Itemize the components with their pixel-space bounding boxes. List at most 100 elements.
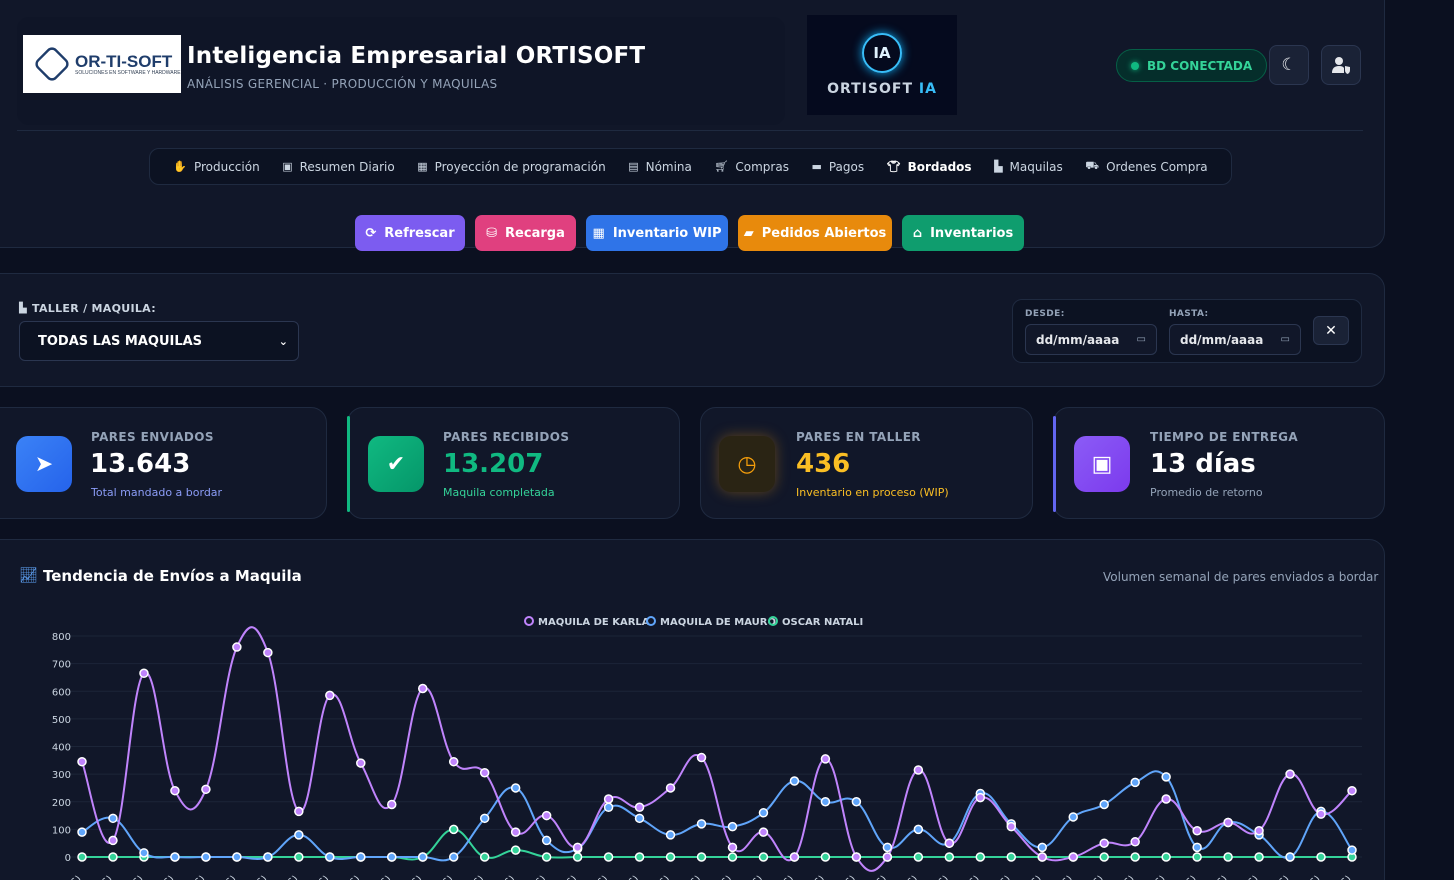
kpi-subtext: Maquila completada xyxy=(443,486,555,499)
data-point xyxy=(294,852,304,862)
data-point xyxy=(727,821,738,832)
data-point xyxy=(1316,809,1326,819)
kpi-value: 13.207 xyxy=(443,449,544,479)
inventories-button-label: Inventarios xyxy=(930,225,1014,241)
data-point xyxy=(1285,769,1295,779)
ia-logo-wordmark: ORTISOFT IA xyxy=(827,81,937,97)
hasta-date-input[interactable]: dd/mm/aaaa ▭ xyxy=(1169,324,1301,355)
moon-icon: ☾ xyxy=(1281,55,1297,75)
open-orders-button[interactable]: ▰ Pedidos Abiertos xyxy=(738,215,892,251)
nav-item-bordados[interactable]: 👕︎ Bordados xyxy=(887,160,972,174)
y-tick-label: 800 xyxy=(52,632,71,643)
calendar-icon: ▭ xyxy=(1280,334,1290,345)
legend-label: MAQUILA DE KARLA xyxy=(538,617,650,628)
data-point xyxy=(975,852,986,862)
db-status-badge: BD CONECTADA xyxy=(1116,49,1268,82)
header-divider xyxy=(17,130,1363,131)
x-tick-label: 26) xyxy=(1024,874,1044,880)
data-point xyxy=(1037,852,1047,862)
truck-loading-icon: ⛟ xyxy=(1085,159,1100,172)
data-point xyxy=(882,842,893,853)
data-point xyxy=(1192,826,1202,836)
user-settings-button[interactable] xyxy=(1321,45,1361,85)
data-point xyxy=(1130,852,1140,862)
desde-date-input[interactable]: dd/mm/aaaa ▭ xyxy=(1025,324,1157,355)
refresh-button[interactable]: ⟳ Refrescar xyxy=(355,215,465,251)
wip-inventory-button[interactable]: ▦ Inventario WIP xyxy=(586,215,728,251)
x-tick-label: 26) xyxy=(684,874,704,880)
data-point xyxy=(975,792,986,803)
inventories-button[interactable]: ⌂ Inventarios xyxy=(902,215,1024,251)
data-point xyxy=(108,835,118,846)
clock-icon: ◷ xyxy=(719,436,775,492)
data-point xyxy=(232,852,242,862)
kpi-pares-en-taller: ◷ PARES EN TALLER 436 Inventario en proc… xyxy=(700,407,1033,519)
nav-item-nómina[interactable]: ▤ Nómina xyxy=(628,160,692,174)
data-point xyxy=(541,810,552,821)
app-subtitle: ANÁLISIS GERENCIAL · PRODUCCIÓN Y MAQUIL… xyxy=(187,77,498,91)
logo-text: OR-TI-SOFT xyxy=(75,51,173,71)
header-card: OR-TI-SOFT SOLUCIONES EN SOFTWARE Y HARD… xyxy=(0,0,1385,248)
y-tick-label: 100 xyxy=(52,825,71,836)
cart-icon: 🛒︎ xyxy=(714,160,729,173)
data-point xyxy=(1192,842,1202,853)
file-invoice-icon: ▤ xyxy=(628,160,639,173)
kpi-accent-bar xyxy=(1053,416,1056,512)
data-point xyxy=(448,756,459,767)
clear-dates-button[interactable]: ✕ xyxy=(1313,316,1349,345)
nav-item-resumen-diario[interactable]: ▣ Resumen Diario xyxy=(282,160,394,174)
nav-item-compras[interactable]: 🛒︎ Compras xyxy=(714,160,789,174)
nav-item-label: Producción xyxy=(193,159,260,174)
db-status-label: BD CONECTADA xyxy=(1147,58,1253,73)
data-point xyxy=(448,824,459,835)
y-tick-label: 300 xyxy=(52,770,71,781)
x-tick-label: 26) xyxy=(1272,874,1292,880)
theme-toggle-button[interactable]: ☾ xyxy=(1269,45,1309,85)
data-point xyxy=(77,852,87,862)
data-point xyxy=(170,852,180,862)
data-point xyxy=(944,838,955,848)
x-tick-label: 26) xyxy=(777,874,797,880)
reload-button[interactable]: ⛁ Recarga xyxy=(475,215,576,251)
data-point xyxy=(1347,785,1357,796)
x-tick-label: 26) xyxy=(126,874,146,880)
hasta-date-value: dd/mm/aaaa xyxy=(1180,332,1264,347)
kpi-tiempo-entrega: ▣ TIEMPO DE ENTREGA 13 días Promedio de … xyxy=(1053,407,1385,519)
folder-open-icon: ▰ xyxy=(743,225,754,241)
data-point xyxy=(294,830,304,840)
module-nav: ✋ Producción ▣ Resumen Diario ▦ Proyección de… xyxy=(149,148,1232,185)
data-point xyxy=(263,852,273,862)
nav-item-ordenes-compra[interactable]: ⛟ Ordenes Compra xyxy=(1085,159,1207,174)
maquila-select[interactable]: TODAS LAS MAQUILAS ⌄ xyxy=(19,321,299,361)
data-point xyxy=(294,806,304,817)
data-point xyxy=(170,785,180,796)
calendar-day-icon: ▣ xyxy=(282,160,293,173)
x-tick-label: 26) xyxy=(157,874,177,880)
data-point xyxy=(356,758,366,768)
nav-item-producción[interactable]: ✋ Producción xyxy=(173,160,259,174)
x-tick-label: 26) xyxy=(715,874,735,880)
nav-item-label: Proyección de programación xyxy=(434,159,606,174)
kpi-subtext: Total mandado a bordar xyxy=(91,486,223,499)
industry-icon: ▙ xyxy=(994,160,1003,173)
nav-item-proyección-de-programación[interactable]: ▦ Proyección de programación xyxy=(417,160,606,174)
nav-item-label: Ordenes Compra xyxy=(1106,159,1208,174)
nav-item-maquilas[interactable]: ▙ Maquilas xyxy=(994,160,1063,174)
status-dot-icon xyxy=(1131,61,1139,70)
y-tick-label: 400 xyxy=(52,743,71,754)
data-point xyxy=(479,852,490,862)
industry-icon: ▙ xyxy=(19,303,27,314)
data-point xyxy=(1099,838,1109,848)
data-point xyxy=(665,830,676,840)
data-point xyxy=(820,852,831,862)
kpi-pares-recibidos: ✔ PARES RECIBIDOS 13.207 Maquila complet… xyxy=(347,407,680,519)
logo-hex-icon xyxy=(32,44,72,84)
desde-label: DESDE: xyxy=(1025,309,1065,319)
data-point xyxy=(1130,777,1140,788)
data-point xyxy=(1223,852,1233,862)
x-tick-label: 26) xyxy=(281,874,301,880)
data-point xyxy=(417,683,428,694)
data-point xyxy=(913,852,924,862)
data-point xyxy=(572,852,583,862)
nav-item-pagos[interactable]: ▬ Pagos xyxy=(811,160,864,174)
